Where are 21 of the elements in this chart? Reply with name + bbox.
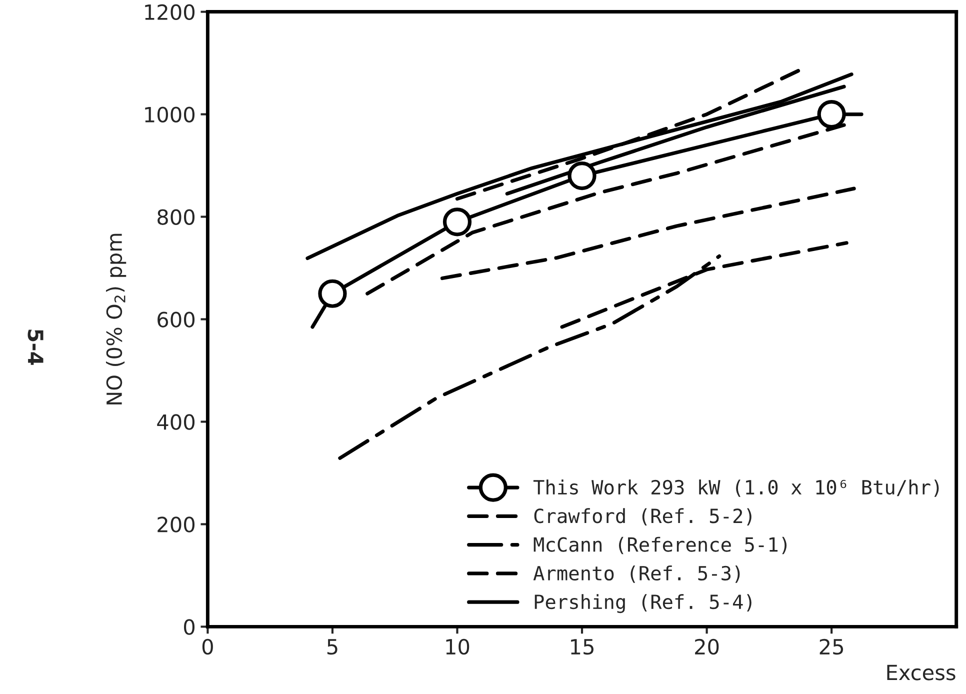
- x-tick-label: 10: [446, 638, 470, 655]
- y-tick-label: 1200: [145, 4, 194, 20]
- y-tick-label: 200: [158, 516, 194, 532]
- x-tick-label: 5: [327, 639, 338, 655]
- text: 5-4: [28, 330, 44, 365]
- legend-label: Crawford (Ref. 5-2): [534, 508, 752, 526]
- x-axis-title: Excess: [887, 664, 956, 680]
- y-tick-label: 0: [184, 619, 194, 635]
- x-tick-label: 20: [695, 638, 719, 655]
- y-tick-label: 400: [157, 414, 194, 430]
- y-axis-title: NO (0% O$_{2}$) ppm: [106, 234, 126, 404]
- legend-label: This Work 293 kW (1.0 x 10⁶ Btu/hr): [533, 480, 939, 497]
- y-tick-label: 600: [158, 312, 194, 328]
- y-tick-label: 1000: [145, 106, 194, 122]
- x-tick-label: 0: [202, 638, 213, 655]
- x-tick-label: 25: [820, 638, 843, 655]
- y-tick-label: 800: [158, 209, 194, 225]
- legend-label: Armento (Ref. 5-3): [533, 565, 740, 583]
- x-tick-label: 15: [571, 639, 594, 655]
- legend-label: McCann (Reference 5-1): [534, 536, 787, 554]
- legend-label: Pershing (Ref. 5-4): [534, 594, 752, 614]
